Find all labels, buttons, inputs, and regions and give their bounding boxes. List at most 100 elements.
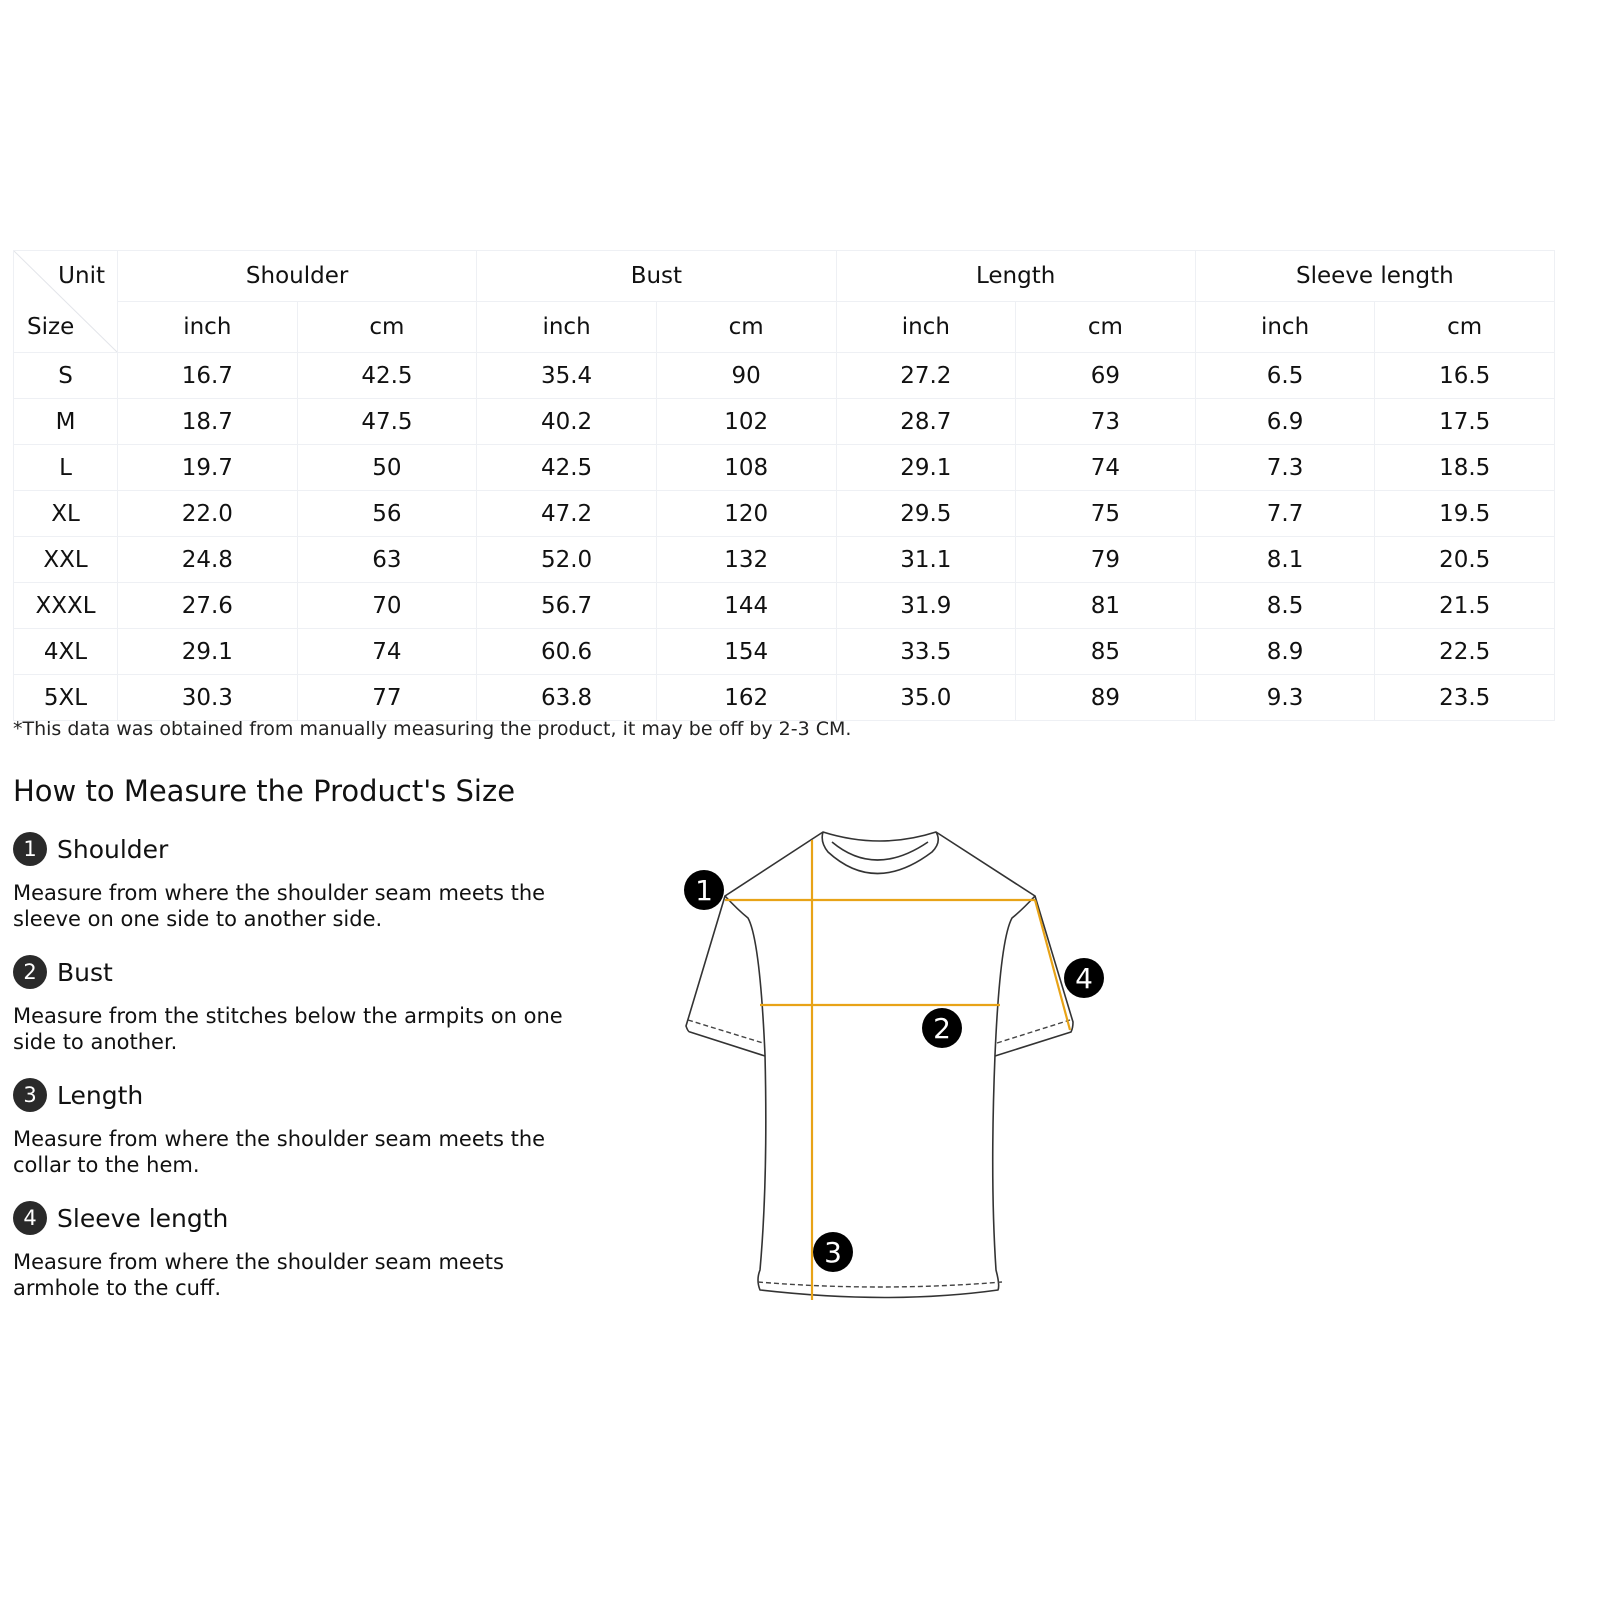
value-cell: 8.5	[1194, 582, 1376, 629]
value-cell: 75	[1015, 490, 1196, 537]
value-cell: 17.5	[1374, 398, 1555, 445]
guide-item-label: Shoulder	[57, 834, 169, 864]
value-cell: 6.9	[1194, 398, 1376, 445]
size-cell: S	[13, 352, 118, 399]
guide-item-description: Measure from where the shoulder seam mee…	[13, 1127, 546, 1177]
group-header: Length	[835, 250, 1196, 302]
table-row: S 16.7 42.5 35.4 90 27.2 69 6.5 16.5	[13, 352, 1555, 399]
guide-item-label: Length	[57, 1080, 144, 1110]
value-cell: 31.1	[835, 536, 1017, 583]
size-cell: M	[13, 398, 118, 445]
table-row: 5XL 30.3 77 63.8 162 35.0 89 9.3 23.5	[13, 674, 1555, 721]
value-cell: 9.3	[1194, 674, 1376, 721]
table-row: XXXL 27.6 70 56.7 144 31.9 81 8.5 21.5	[13, 582, 1555, 629]
unit-row: inch cm inch cm inch cm inch cm	[14, 301, 1555, 353]
value-cell: 21.5	[1374, 582, 1555, 629]
value-cell: 20.5	[1374, 536, 1555, 583]
value-cell: 56.7	[476, 582, 657, 629]
value-cell: 50	[296, 444, 478, 491]
value-cell: 56	[296, 490, 478, 537]
value-cell: 27.6	[117, 582, 298, 629]
diagonal-divider	[14, 251, 117, 352]
value-cell: 18.7	[117, 398, 298, 445]
value-cell: 81	[1015, 582, 1196, 629]
value-cell: 7.3	[1194, 444, 1376, 491]
group-header: Sleeve length	[1194, 250, 1556, 302]
number-badge-icon: 1	[13, 832, 47, 866]
value-cell: 40.2	[476, 398, 657, 445]
value-cell: 120	[655, 490, 837, 537]
value-cell: 35.0	[835, 674, 1017, 721]
marker-4: 4	[1075, 962, 1093, 995]
value-cell: 85	[1015, 628, 1196, 675]
unit-header: inch	[835, 301, 1017, 353]
value-cell: 16.7	[117, 352, 298, 399]
value-cell: 24.8	[117, 536, 298, 583]
size-cell: XL	[13, 490, 118, 537]
value-cell: 33.5	[835, 628, 1017, 675]
value-cell: 63.8	[476, 674, 657, 721]
value-cell: 69	[1015, 352, 1196, 399]
value-cell: 8.9	[1194, 628, 1376, 675]
value-cell: 77	[296, 674, 478, 721]
guide-item-description: Measure from where the shoulder seam mee…	[13, 881, 546, 931]
value-cell: 18.5	[1374, 444, 1555, 491]
value-cell: 27.2	[835, 352, 1017, 399]
value-cell: 29.1	[835, 444, 1017, 491]
guide-item-description: Measure from where the shoulder seam mee…	[13, 1250, 504, 1300]
size-cell: 5XL	[13, 674, 118, 721]
right-sleeve	[994, 895, 1074, 1057]
marker-3: 3	[824, 1236, 842, 1269]
value-cell: 35.4	[476, 352, 657, 399]
value-cell: 47.2	[476, 490, 657, 537]
value-cell: 42.5	[476, 444, 657, 491]
size-label: Size	[27, 314, 75, 340]
left-sleeve	[685, 895, 766, 1057]
unit-header: inch	[117, 301, 298, 353]
value-cell: 63	[296, 536, 478, 583]
guide-item: 1 Shoulder Measure from where the shoulder…	[13, 832, 573, 932]
number-badge-icon: 3	[13, 1078, 47, 1112]
value-cell: 102	[655, 398, 837, 445]
value-cell: 144	[655, 582, 837, 629]
collar-inner	[831, 841, 929, 861]
unit-header: cm	[1374, 301, 1555, 353]
number-badge-icon: 2	[13, 955, 47, 989]
unit-header: inch	[476, 301, 657, 353]
unit-header: cm	[1015, 301, 1196, 353]
value-cell: 8.1	[1194, 536, 1376, 583]
marker-1: 1	[695, 874, 713, 907]
value-cell: 60.6	[476, 628, 657, 675]
value-cell: 16.5	[1374, 352, 1555, 399]
guide-item-label: Bust	[57, 957, 113, 987]
guide-title: How to Measure the Product's Size	[13, 774, 516, 808]
value-cell: 70	[296, 582, 478, 629]
value-cell: 29.5	[835, 490, 1017, 537]
unit-label: Unit	[58, 263, 105, 289]
size-chart-table: Unit Size Shoulder Bust Length Sleeve le…	[13, 250, 1556, 721]
guide-item: 4 Sleeve length Measure from where the sho…	[13, 1201, 573, 1301]
value-cell: 162	[655, 674, 837, 721]
corner-header: Unit Size	[13, 250, 118, 353]
value-cell: 31.9	[835, 582, 1017, 629]
value-cell: 74	[1015, 444, 1196, 491]
value-cell: 89	[1015, 674, 1196, 721]
value-cell: 19.7	[117, 444, 298, 491]
unit-header: cm	[655, 301, 837, 353]
number-badge-icon: 4	[13, 1201, 47, 1235]
value-cell: 22.0	[117, 490, 298, 537]
marker-2: 2	[933, 1012, 951, 1045]
value-cell: 47.5	[296, 398, 478, 445]
table-row: XXL 24.8 63 52.0 132 31.1 79 8.1 20.5	[13, 536, 1555, 583]
unit-header: inch	[1194, 301, 1376, 353]
guide-item: 3 Length Measure from where the shoulder s…	[13, 1078, 573, 1178]
table-row: L 19.7 50 42.5 108 29.1 74 7.3 18.5	[13, 444, 1555, 491]
value-cell: 7.7	[1194, 490, 1376, 537]
table-row: M 18.7 47.5 40.2 102 28.7 73 6.9 17.5	[13, 398, 1555, 445]
value-cell: 52.0	[476, 536, 657, 583]
size-cell: XXL	[13, 536, 118, 583]
group-header: Bust	[476, 250, 837, 302]
size-cell: L	[13, 444, 118, 491]
guide-item-description: Measure from the stitches below the armp…	[13, 1004, 563, 1054]
size-cell: 4XL	[13, 628, 118, 675]
